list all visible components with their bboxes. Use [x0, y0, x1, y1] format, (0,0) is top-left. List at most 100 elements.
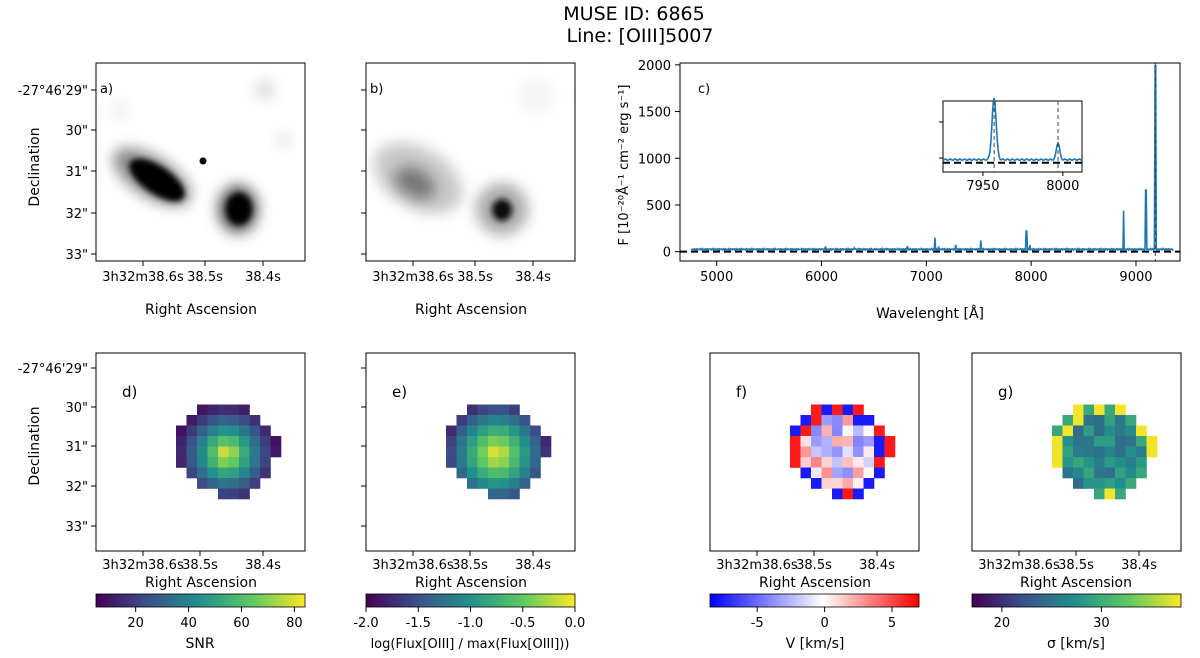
xtick-label: 38.5s [1058, 558, 1094, 573]
velocity-pixel [811, 457, 822, 468]
flux-pixel [467, 446, 478, 458]
panel-b-label: b) [370, 82, 383, 97]
flux-pixel [488, 467, 499, 479]
xtick-label: 8000 [1015, 270, 1048, 285]
dispersion-pixel [1062, 436, 1074, 447]
dispersion-pixel [1104, 436, 1116, 447]
xtick-label: 3h32m38.6s [372, 558, 454, 573]
dispersion-map [1052, 404, 1158, 500]
snr-pixel [228, 404, 240, 416]
flux-pixel [530, 436, 541, 447]
flux-pixel [509, 415, 520, 426]
flux-pixel [540, 446, 552, 458]
panel-a-label: a) [100, 82, 113, 97]
colorbar-tick-label: -1.5 [406, 616, 431, 631]
panel-f-label: f) [736, 383, 747, 401]
snr-pixel [228, 457, 240, 468]
dispersion-pixel [1094, 436, 1105, 447]
dispersion-pixel [1125, 467, 1137, 479]
ytick-label: 33" [65, 520, 88, 535]
velocity-pixel [842, 446, 854, 458]
snr-pixel [260, 446, 271, 458]
dispersion-pixel [1136, 436, 1147, 447]
velocity-pixel [821, 415, 833, 426]
colorbar-tick-label: -2.0 [353, 616, 378, 631]
velocity-pixel [832, 467, 843, 479]
velocity-pixel [821, 436, 833, 447]
flux-pixel [488, 425, 499, 437]
ytick-label: -27°46'29" [18, 362, 88, 377]
dispersion-pixel [1083, 436, 1095, 447]
snr-pixel [218, 488, 229, 500]
dispersion-pixel [1062, 467, 1074, 479]
dispersion-pixel [1052, 446, 1063, 458]
ytick-label: 31" [65, 440, 88, 455]
dispersion-pixel [1052, 457, 1063, 468]
panel-a-image [96, 63, 305, 261]
velocity-pixel [853, 478, 864, 489]
velocity-pixel [842, 425, 854, 437]
flux-pixel [467, 404, 478, 416]
flux-pixel [519, 415, 531, 426]
panel-a-xticks: 3h32m38.6s 38.5s 38.4s [102, 261, 281, 285]
velocity-pixel [790, 436, 801, 447]
flux-pixel [519, 467, 531, 479]
panel-b-ticks: 3h32m38.6s 38.5s 38.4s [361, 89, 551, 285]
xtick-label: 38.5s [457, 270, 493, 285]
snr-pixel [197, 425, 208, 437]
velocity-pixel [800, 446, 812, 458]
snr-pixel [207, 425, 219, 437]
xtick-label: 38.5s [796, 558, 832, 573]
dispersion-pixel [1073, 457, 1084, 468]
panel-a-ylabel: Declination [27, 127, 43, 206]
snr-pixel [186, 446, 198, 458]
velocity-pixel [863, 478, 875, 489]
colorbar-flux-label: log(Flux[OIII] / max(Flux[OIII])) [371, 637, 570, 652]
snr-pixel [197, 467, 208, 479]
xtick-label: 38.4s [515, 270, 551, 285]
velocity-pixel [800, 457, 812, 468]
figure-title-line2: Line: [OIII]5007 [567, 25, 714, 47]
flux-pixel [467, 457, 478, 468]
spectrum-plot [680, 63, 1180, 261]
snr-pixel [176, 425, 187, 437]
dispersion-pixel [1125, 446, 1137, 458]
flux-pixel [456, 425, 468, 437]
flux-pixel [498, 478, 510, 489]
xtick-label: 3h32m38.6s [372, 270, 454, 285]
snr-pixel [239, 425, 250, 437]
flux-pixel [477, 404, 489, 416]
velocity-pixel [842, 404, 854, 416]
velocity-pixel [811, 415, 822, 426]
flux-pixel [446, 446, 457, 458]
snr-pixel [186, 457, 198, 468]
snr-pixel [249, 415, 261, 426]
flux-pixel [477, 457, 489, 468]
flux-pixel [509, 446, 520, 458]
xtick-label: 7000 [910, 270, 943, 285]
xtick-label: 9000 [1119, 270, 1152, 285]
flux-pixel [488, 457, 499, 468]
snr-map [176, 404, 282, 500]
snr-pixel [197, 446, 208, 458]
flux-pixel [488, 446, 499, 458]
flux-pixel [456, 436, 468, 447]
dispersion-pixel [1094, 425, 1105, 437]
snr-pixel [249, 478, 261, 489]
dispersion-pixel [1083, 478, 1095, 489]
velocity-pixel [790, 446, 801, 458]
snr-pixel [176, 446, 187, 458]
dispersion-pixel [1125, 415, 1137, 426]
velocity-pixel [853, 467, 864, 479]
dispersion-pixel [1115, 467, 1126, 479]
dispersion-pixel [1146, 436, 1158, 447]
inset-xticks: 7950 8000 [966, 172, 1079, 194]
velocity-pixel [800, 425, 812, 437]
flux-pixel [519, 457, 531, 468]
snr-pixel [239, 478, 250, 489]
panel-e: e) 3h32m38.6s 38.5s 38.4s Right Ascensio… [353, 352, 585, 652]
snr-pixel [207, 478, 219, 489]
colorbar-tick-label: -1.0 [458, 616, 483, 631]
snr-pixel [249, 425, 261, 437]
flux-pixel [498, 415, 510, 426]
